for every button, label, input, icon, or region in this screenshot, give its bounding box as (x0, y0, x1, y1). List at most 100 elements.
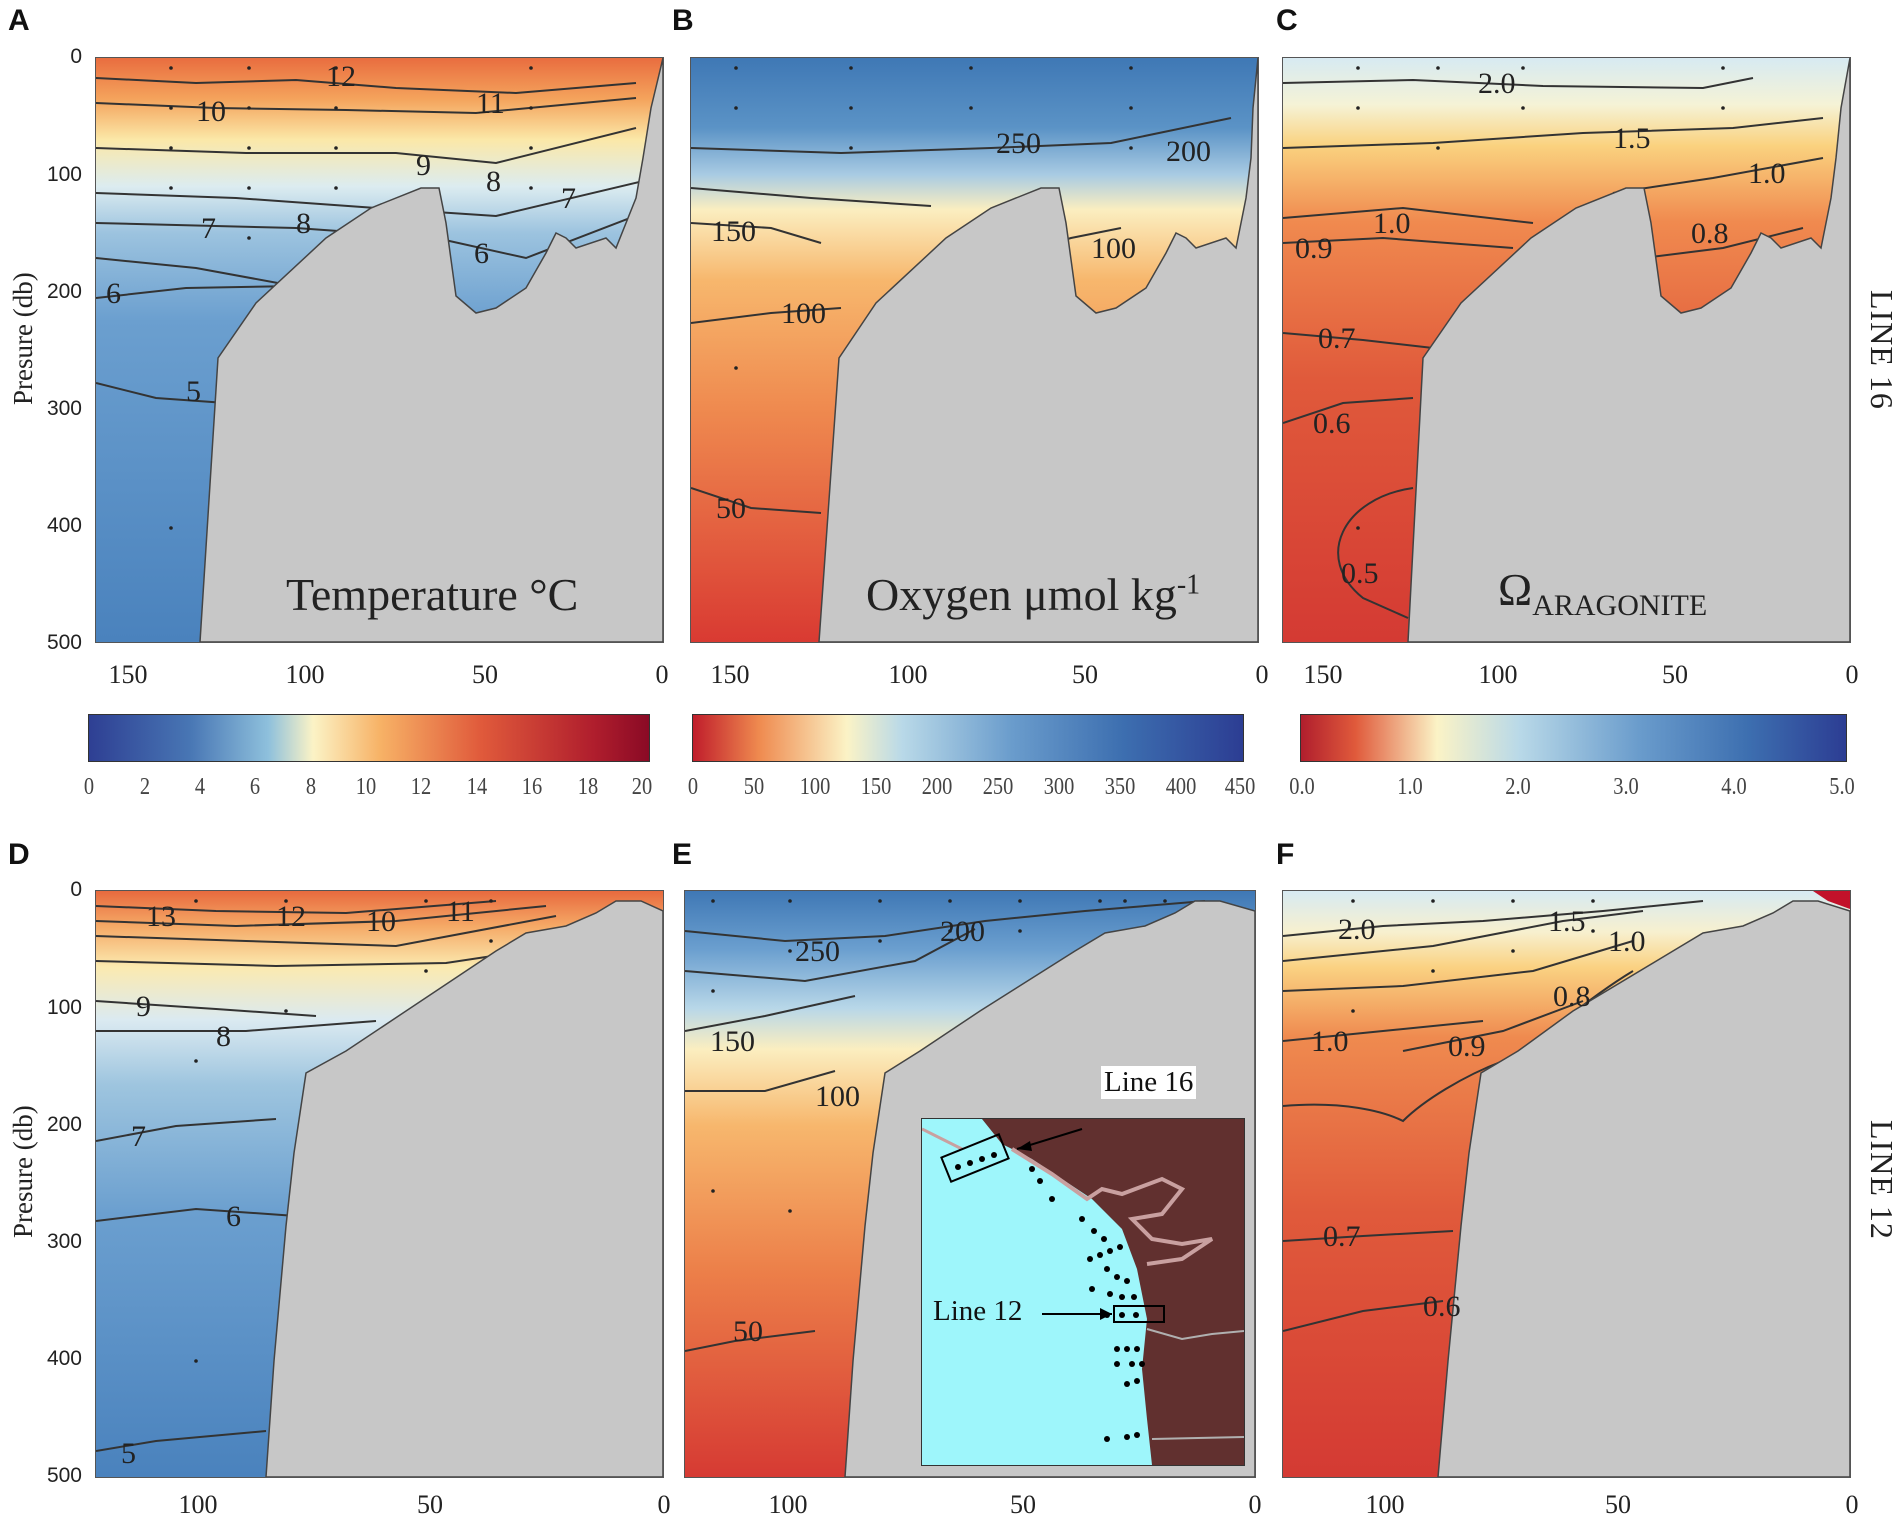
colorbar-tick: 300 (1043, 774, 1075, 800)
x-tick: 150 (108, 660, 148, 689)
contour-label: 11 (446, 895, 475, 928)
contour-label: 1.5 (1548, 905, 1586, 938)
panel-letter-b: B (672, 4, 694, 37)
y-tick: 500 (46, 631, 82, 654)
contour-label: 0.6 (1423, 1290, 1461, 1323)
y-tick: 100 (46, 163, 82, 186)
panel-b-oxygen: 250 200 150 100 100 50 Oxygen μmol kg-1 (690, 57, 1259, 643)
panel-letter-e: E (672, 838, 693, 871)
side-label-line16: LINE 16 (1864, 290, 1900, 410)
panel-a-temperature: 12 11 10 9 8 8 7 7 6 6 5 Temperature °C (95, 57, 664, 643)
contour-label: 5 (186, 375, 201, 408)
contour-label: 0.5 (1341, 557, 1379, 590)
y-tick: 500 (46, 1464, 82, 1487)
x-tick: 50 (1605, 1490, 1631, 1519)
contour-label: 0.8 (1691, 217, 1729, 250)
panel-d-field: 13 12 10 11 9 8 7 6 5 (96, 891, 663, 1477)
inset-map (921, 1118, 1245, 1466)
colorbar-tick: 0 (687, 774, 699, 800)
side-label-line12: LINE 12 (1864, 1120, 1900, 1240)
contour-label: 100 (781, 297, 826, 330)
contour-label: 6 (474, 237, 489, 270)
y-axis-label-top: Presure (db) (8, 272, 38, 405)
contour-label: 5 (121, 1437, 136, 1470)
y-tick: 400 (46, 1347, 82, 1370)
panel-c-title-omega: Ω (1498, 564, 1533, 615)
contour-label: 13 (146, 900, 176, 933)
x-tick: 100 (285, 660, 325, 689)
colorbar-tick: 4.0 (1721, 774, 1747, 800)
colorbar-tick: 3.0 (1613, 774, 1639, 800)
y-tick: 300 (46, 397, 82, 420)
colorbar-tick: 250 (982, 774, 1014, 800)
colorbar-tick: 150 (860, 774, 892, 800)
colorbar-tick: 14 (466, 774, 488, 800)
x-tick: 0 (1255, 660, 1269, 689)
y-tick: 200 (46, 280, 82, 303)
contour-label: 2.0 (1478, 67, 1516, 100)
x-tick: 50 (472, 660, 498, 689)
colorbar-oxygen (692, 714, 1244, 762)
contour-label: 250 (996, 127, 1041, 160)
x-tick: 0 (1248, 1490, 1262, 1519)
inset-label-line12: Line 12 (930, 1295, 1026, 1328)
contour-label: 1.0 (1608, 925, 1646, 958)
contour-label: 12 (276, 900, 306, 933)
colorbar-tick: 4 (194, 774, 206, 800)
x-tick: 0 (1845, 660, 1859, 689)
x-tick: 50 (417, 1490, 443, 1519)
contour-label: 0.9 (1295, 232, 1333, 265)
colorbar-tick: 400 (1165, 774, 1197, 800)
contour-label: 100 (815, 1080, 860, 1113)
x-tick: 100 (178, 1490, 218, 1519)
colorbar-tick: 12 (410, 774, 432, 800)
contour-label: 0.6 (1313, 407, 1351, 440)
panel-f-field: 2.0 1.5 1.0 1.0 0.9 0.8 0.7 0.6 (1283, 891, 1850, 1477)
contour-label: 10 (366, 905, 396, 938)
y-tick: 100 (46, 996, 82, 1019)
contour-label: 50 (733, 1315, 763, 1348)
colorbar-tick: 2.0 (1505, 774, 1531, 800)
panel-b-title-text: Oxygen μmol kg (866, 569, 1177, 620)
x-tick: 100 (888, 660, 928, 689)
panel-a-title: Temperature °C (286, 569, 579, 620)
colorbar-tick: 10 (355, 774, 377, 800)
panel-letter-c: C (1276, 4, 1298, 37)
panel-letter-d: D (8, 838, 30, 871)
colorbar-tick: 5.0 (1829, 774, 1855, 800)
x-tick: 100 (768, 1490, 808, 1519)
panel-c-title: ΩARAGONITE (1498, 563, 1707, 623)
contour-label: 50 (716, 492, 746, 525)
contour-label: 12 (326, 60, 356, 93)
contour-label: 0.8 (1553, 980, 1591, 1013)
panel-letter-a: A (8, 4, 30, 37)
contour-label: 7 (201, 212, 216, 245)
colorbar-tick: 100 (799, 774, 831, 800)
y-axis-label-bottom: Presure (db) (8, 1105, 38, 1238)
contour-label: 1.5 (1613, 122, 1651, 155)
y-tick: 0 (70, 45, 82, 68)
x-tick: 50 (1072, 660, 1098, 689)
colorbar-tick: 20 (631, 774, 653, 800)
x-tick: 50 (1662, 660, 1688, 689)
contour-label: 200 (940, 915, 985, 948)
colorbar-tick: 8 (305, 774, 317, 800)
colorbar-aragonite (1300, 714, 1847, 762)
contour-label: 150 (711, 215, 756, 248)
x-tick: 0 (657, 1490, 671, 1519)
contour-label: 100 (1091, 232, 1136, 265)
colorbar-tick: 0 (83, 774, 95, 800)
contour-label: 9 (136, 990, 151, 1023)
y-tick: 200 (46, 1113, 82, 1136)
panel-c-field: 2.0 1.5 1.0 1.0 0.9 0.8 0.7 0.6 0.5 (1283, 58, 1850, 642)
x-tick: 150 (1303, 660, 1343, 689)
contour-label: 2.0 (1338, 913, 1376, 946)
panel-b-field: 250 200 150 100 100 50 (691, 58, 1258, 642)
contour-label: 11 (476, 87, 505, 120)
panel-letter-f: F (1276, 838, 1295, 871)
colorbar-tick: 16 (521, 774, 543, 800)
colorbar-tick: 50 (743, 774, 765, 800)
x-tick: 50 (1010, 1490, 1036, 1519)
contour-label: 200 (1166, 135, 1211, 168)
y-tick: 400 (46, 514, 82, 537)
